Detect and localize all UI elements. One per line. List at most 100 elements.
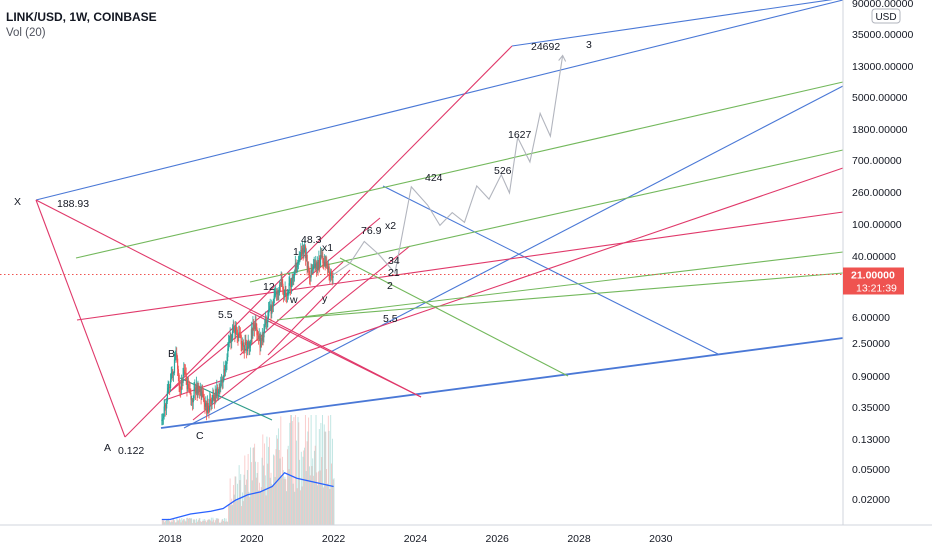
candle-body (236, 329, 238, 336)
volume-bar (332, 479, 334, 525)
volume-bar (257, 462, 259, 525)
volume-bar (242, 501, 244, 525)
candle-body (232, 327, 234, 332)
candle-body (274, 293, 276, 296)
volume-bar (259, 482, 260, 525)
candle-body (319, 255, 322, 266)
volume-bar (244, 455, 246, 525)
volume-bar (314, 445, 316, 525)
volume-bar (322, 415, 323, 525)
volume-bar (297, 417, 299, 525)
candle-body (281, 279, 283, 284)
volume-bar (228, 504, 230, 525)
level-label: 48.3 (301, 234, 322, 246)
parallel-line-green-1 (75, 81, 844, 259)
candle-body (276, 291, 278, 295)
candle-body (219, 386, 221, 388)
volume-bar (283, 478, 285, 525)
volume-bar (290, 415, 292, 525)
candle-body (206, 402, 208, 413)
candle-body (237, 335, 239, 339)
candle-body (305, 254, 308, 259)
volume-bar (273, 454, 274, 525)
volume-bar (212, 517, 214, 525)
parallel-line-green-4 (295, 272, 844, 319)
candle-body (177, 358, 179, 370)
volume-bar (302, 456, 304, 525)
candle-body (310, 269, 312, 278)
candle-body (259, 335, 261, 348)
candle-body (167, 387, 169, 392)
volume-bar (288, 469, 290, 525)
time-tick-label: 2022 (322, 533, 346, 545)
currency-badge-frame[interactable] (871, 8, 901, 24)
volume-bar (286, 449, 288, 525)
volume-bar (171, 521, 173, 525)
candle-body (188, 384, 190, 389)
parallel-line-green-2 (249, 149, 844, 283)
candle-body (325, 263, 327, 267)
channel-line-blue-mid (183, 85, 844, 429)
volume-bar (251, 480, 253, 525)
candle-body (168, 386, 170, 388)
volume-bar (300, 490, 301, 525)
candle-body (223, 369, 225, 380)
candle-body (225, 363, 227, 366)
candle-body (173, 359, 176, 373)
volume-bar (223, 520, 224, 525)
volume-bar (161, 518, 163, 525)
candle-body (204, 403, 206, 407)
candle-body (220, 382, 222, 388)
volume-bar (281, 477, 283, 525)
candle-body (214, 392, 216, 402)
currency-badge[interactable]: USD (875, 12, 896, 23)
volume-bar (184, 520, 186, 525)
volume-bar (333, 478, 335, 525)
candle-body (272, 302, 275, 307)
volume-bar (268, 437, 270, 525)
volume-bar (214, 522, 215, 525)
volume-bar (308, 417, 310, 525)
volume-bar (247, 453, 249, 525)
candle-body (275, 291, 278, 295)
volume-bar (211, 521, 213, 525)
candle-body (175, 353, 177, 358)
volume-bar (214, 520, 216, 525)
candle-body (302, 248, 304, 254)
candle-body (207, 403, 209, 408)
wave-label: A (104, 442, 111, 454)
price-tick-label: 0.90000 (852, 371, 890, 383)
price-badge (843, 267, 904, 295)
candle-body (264, 319, 267, 325)
candle-body (248, 342, 250, 348)
volume-bar (293, 417, 295, 525)
time-tick-label: 2028 (567, 533, 591, 545)
volume-bar (279, 458, 281, 525)
candle-body (297, 263, 299, 266)
candle-body (250, 341, 252, 344)
candle-body (254, 322, 256, 330)
candle-body (294, 263, 297, 273)
wave-label: X (14, 196, 21, 208)
candle-body (309, 277, 311, 278)
candle-body (278, 289, 280, 293)
volume-bar (316, 472, 318, 525)
volume-bar (245, 484, 247, 525)
volume-bar (267, 463, 269, 525)
candle-body (172, 372, 174, 374)
volume-bar (294, 491, 296, 525)
channel-line-blue-upper (511, 0, 834, 47)
volume-bar (259, 491, 261, 525)
candle-body (301, 249, 303, 254)
volume-moving-average (161, 471, 334, 521)
candle-body (246, 346, 249, 352)
volume-bar (318, 471, 319, 525)
volume-bar (330, 415, 332, 525)
volume-bar (199, 518, 201, 525)
volume-bar (209, 519, 211, 525)
projection-path (333, 55, 564, 275)
candle-body (224, 369, 226, 371)
volume-bar (237, 500, 239, 525)
volume-bar (164, 522, 166, 525)
